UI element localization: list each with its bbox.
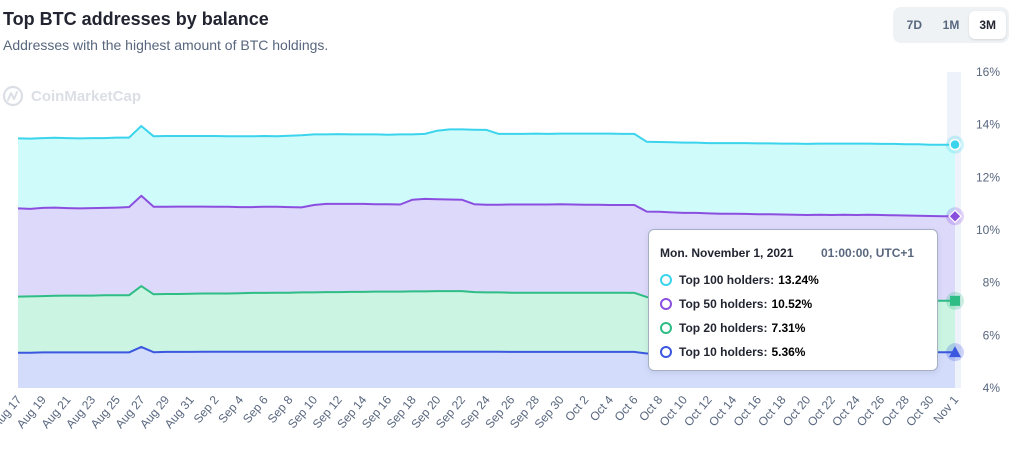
tooltip-date: Mon. November 1, 2021 (660, 246, 794, 260)
chart-subtitle: Addresses with the highest amount of BTC… (3, 37, 329, 53)
x-tick-label: Oct 4 (587, 393, 616, 424)
line-top-50-holders (17, 194, 955, 218)
y-tick-label: 12% (976, 170, 1000, 184)
marker-top-20-holders (950, 295, 960, 306)
line-top-100-holders (17, 125, 955, 146)
coinmarketcap-logo-icon (2, 85, 24, 107)
tooltip-label: Top 100 holders: (679, 273, 775, 287)
time-range-selector: 7D 1M 3M (893, 7, 1009, 43)
x-tick-label: Nov 1 (930, 393, 961, 426)
chart-title: Top BTC addresses by balance (3, 9, 269, 29)
y-tick-label: 16% (976, 65, 1000, 79)
tooltip-value: 7.31% (771, 321, 806, 335)
top50-dot-icon (660, 298, 672, 310)
tooltip-label: Top 20 holders: (679, 321, 768, 335)
x-tick-label: Sep 4 (215, 393, 246, 426)
range-3m-button[interactable]: 3M (969, 11, 1007, 39)
x-tick-label: Sep 2 (191, 393, 222, 426)
hover-tooltip: Mon. November 1, 2021 01:00:00, UTC+1 To… (648, 229, 938, 371)
top20-dot-icon (660, 322, 672, 334)
x-tick-label: Sep 6 (240, 393, 271, 426)
tooltip-label: Top 50 holders: (679, 297, 768, 311)
x-tick-label: Oct 6 (612, 393, 641, 424)
y-tick-label: 10% (976, 223, 1000, 237)
marker-top-100-holders (949, 138, 961, 151)
y-axis: 4% 6% 8% 10% 12% 14% 16% (976, 65, 1000, 395)
tooltip-value: 10.52% (771, 297, 813, 311)
range-7d-button[interactable]: 7D (896, 11, 933, 39)
range-1m-button[interactable]: 1M (933, 11, 970, 39)
y-tick-label: 8% (983, 276, 1001, 290)
end-markers (946, 135, 964, 362)
x-tick-label: Oct 30 (903, 393, 937, 429)
tooltip-row-top10: Top 10 holders: 5.36% (660, 344, 805, 360)
y-tick-label: 14% (976, 118, 1000, 132)
marker-top-10-holders (949, 346, 961, 358)
tooltip-time: 01:00:00, UTC+1 (821, 246, 915, 260)
tooltip-row-top100: Top 100 holders: 13.24% (660, 272, 819, 288)
top10-dot-icon (660, 346, 672, 358)
tooltip-row-top20: Top 20 holders: 7.31% (660, 320, 805, 336)
top100-dot-icon (660, 274, 672, 286)
y-tick-label: 4% (983, 381, 1001, 395)
tooltip-value: 5.36% (771, 345, 806, 359)
tooltip-value: 13.24% (778, 273, 819, 287)
watermark: CoinMarketCap (2, 85, 141, 107)
tooltip-row-top50: Top 50 holders: 10.52% (660, 296, 812, 312)
tooltip-label: Top 10 holders: (679, 345, 768, 359)
y-tick-label: 6% (983, 328, 1001, 342)
marker-top-50-holders (948, 209, 962, 224)
x-tick-label: Oct 2 (562, 393, 591, 424)
watermark-text: CoinMarketCap (31, 88, 141, 105)
